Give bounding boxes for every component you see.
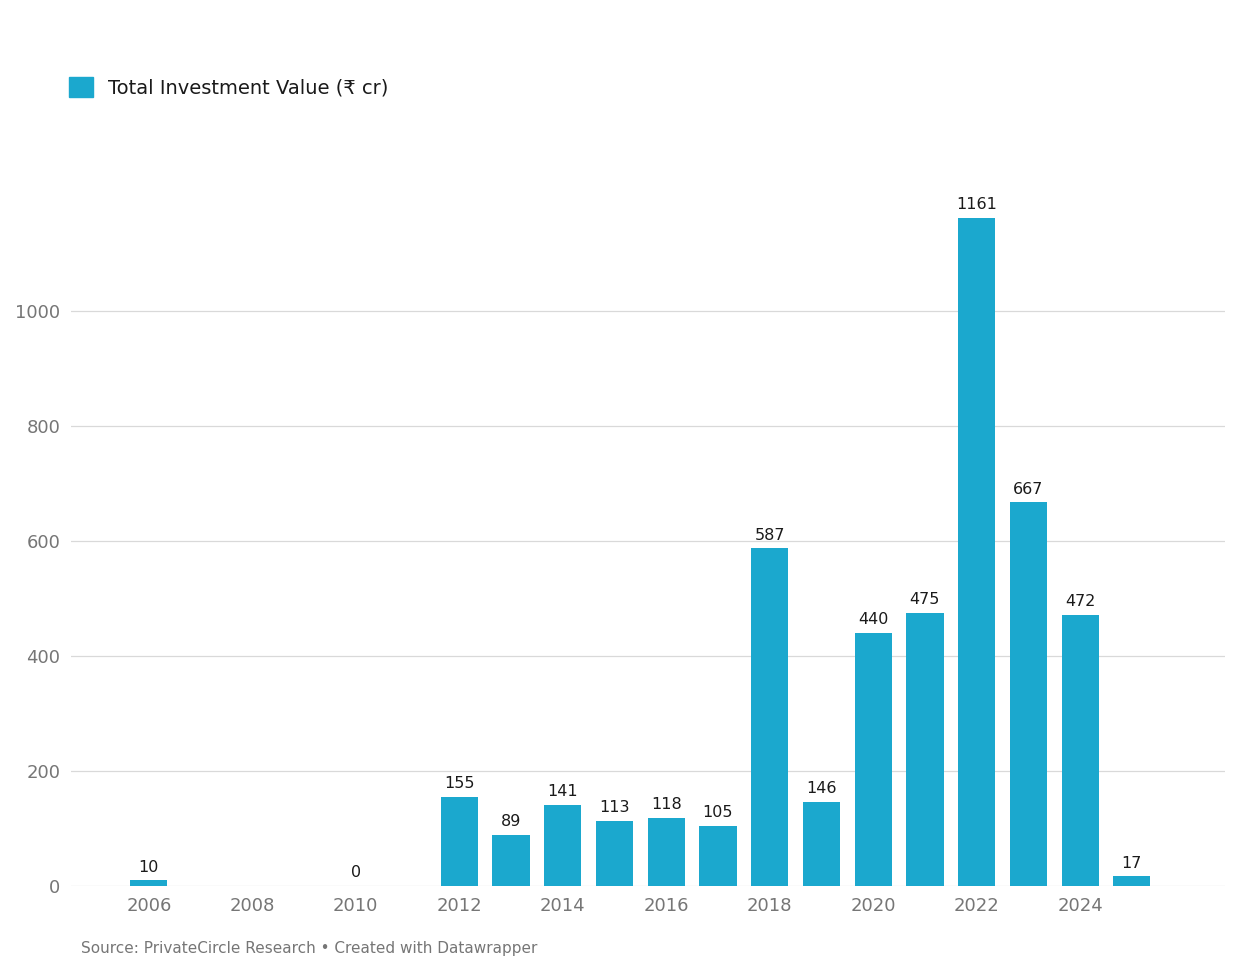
Bar [699,826,737,886]
Text: 105: 105 [703,805,733,820]
Text: 587: 587 [754,528,785,543]
Legend: Total Investment Value (₹ cr): Total Investment Value (₹ cr) [69,77,388,97]
Text: 667: 667 [1013,481,1044,497]
Bar [959,218,996,886]
Text: 141: 141 [547,784,578,800]
Bar [544,805,582,886]
Text: 10: 10 [139,859,159,875]
Text: 440: 440 [858,613,888,627]
Text: 155: 155 [444,776,475,791]
Bar [906,613,944,886]
Bar [596,821,634,886]
Bar [1009,503,1047,886]
Bar [751,548,789,886]
Text: Source: PrivateCircle Research • Created with Datawrapper: Source: PrivateCircle Research • Created… [81,942,537,956]
Bar [1114,877,1151,886]
Text: 472: 472 [1065,594,1095,609]
Text: 0: 0 [351,865,361,880]
Bar [130,880,167,886]
Text: 475: 475 [910,592,940,607]
Bar [854,633,892,886]
Bar [440,797,477,886]
Text: 118: 118 [651,798,682,812]
Text: 1161: 1161 [956,198,997,212]
Text: 17: 17 [1122,855,1142,871]
Text: 89: 89 [501,814,521,829]
Text: 146: 146 [806,781,837,797]
Bar [1061,615,1099,886]
Bar [492,835,529,886]
Bar [802,802,839,886]
Bar [647,818,684,886]
Text: 113: 113 [599,801,630,815]
